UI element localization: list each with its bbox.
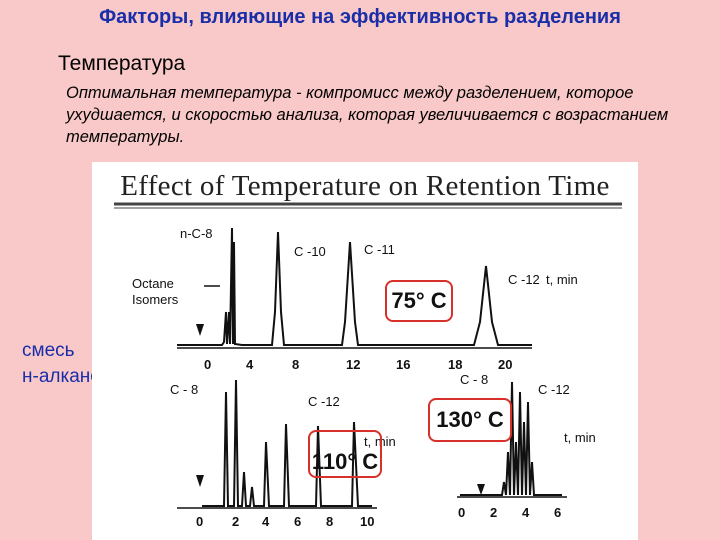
inject-marker-130 (477, 484, 485, 495)
label-octane: Octane (132, 276, 174, 291)
tick-110-3: 6 (294, 514, 302, 529)
slide-paragraph: Оптимальная температура - компромисс меж… (66, 84, 669, 146)
tick-130-3: 6 (554, 505, 562, 520)
label-c12-75: C -12 (508, 272, 540, 287)
chromatogram-figure: Effect of Temperature on Retention Time … (92, 162, 638, 540)
label-c8-130: C - 8 (460, 372, 489, 387)
inject-marker-110 (196, 475, 204, 487)
side-label-line2: н-алканов (22, 366, 111, 387)
tick-75-6: 20 (498, 357, 513, 372)
tick-75-0: 0 (204, 357, 212, 372)
tick-130-0: 0 (458, 505, 466, 520)
tick-110-2: 4 (262, 514, 270, 529)
slide-subtitle: Температура (58, 52, 186, 75)
axis-label-130: t, min (564, 430, 596, 445)
temp-box-130: 130° C (428, 398, 512, 442)
temp-label-75: 75° C (391, 288, 447, 313)
label-nc8: n-C-8 (180, 226, 213, 241)
trace-75c (177, 227, 532, 346)
label-c12-110: C -12 (308, 394, 340, 409)
tick-130-2: 4 (522, 505, 530, 520)
tick-110-1: 2 (232, 514, 240, 529)
figure-title: Effect of Temperature on Retention Time (120, 170, 610, 202)
label-c11-75: C -11 (364, 242, 395, 257)
chromatogram-traces (114, 202, 622, 509)
side-label-line1: смесь (22, 340, 75, 361)
side-label: смесь н-алканов (22, 338, 111, 390)
slide-title: Факторы, влияющие на эффективность разде… (99, 6, 621, 28)
tick-110-5: 10 (360, 514, 375, 529)
axis-label-75: t, min (546, 272, 578, 287)
trace-110c (202, 379, 372, 507)
tick-75-1: 4 (246, 357, 254, 372)
tick-110-0: 0 (196, 514, 204, 529)
trace-130c (460, 381, 562, 496)
tick-130-1: 2 (490, 505, 498, 520)
temp-label-110: 110° C (311, 449, 379, 474)
label-c8-110: C - 8 (170, 382, 199, 397)
tick-75-2: 8 (292, 357, 300, 372)
temp-box-110: 110° C (308, 430, 382, 478)
temp-label-130: 130° C (436, 407, 504, 432)
temp-box-75: 75° C (385, 280, 453, 322)
tick-75-3: 12 (346, 357, 361, 372)
tick-75-5: 18 (448, 357, 463, 372)
label-isomers: Isomers (132, 292, 179, 307)
axis-label-110: t, min (364, 434, 396, 449)
inject-marker-75 (196, 324, 204, 336)
label-c10-75: C -10 (294, 244, 326, 259)
tick-110-4: 8 (326, 514, 334, 529)
tick-75-4: 16 (396, 357, 411, 372)
label-c12-130: C -12 (538, 382, 570, 397)
